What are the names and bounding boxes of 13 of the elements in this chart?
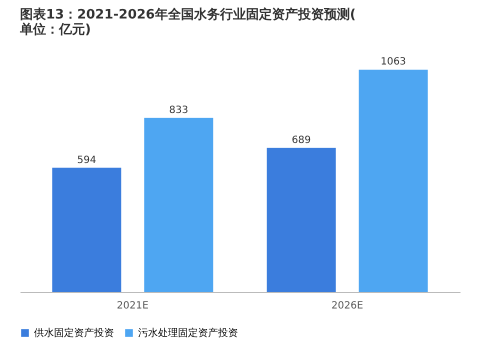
x-tick-label: 2026E (331, 300, 364, 312)
bar (52, 168, 122, 292)
bar (358, 70, 428, 292)
legend-label: 供水固定资产投资 (34, 327, 114, 339)
data-label: 833 (169, 104, 188, 116)
bar (144, 118, 214, 292)
data-label: 689 (292, 134, 311, 146)
chart-title: 图表13：2021-2026年全国水务行业固定资产投资预测(单位：亿元) (19, 6, 356, 38)
data-label: 1063 (380, 56, 406, 68)
x-tick-label: 2021E (116, 300, 149, 312)
data-label: 594 (77, 154, 96, 166)
bar (266, 148, 336, 292)
legend-label: 污水处理固定资产投资 (138, 327, 238, 339)
